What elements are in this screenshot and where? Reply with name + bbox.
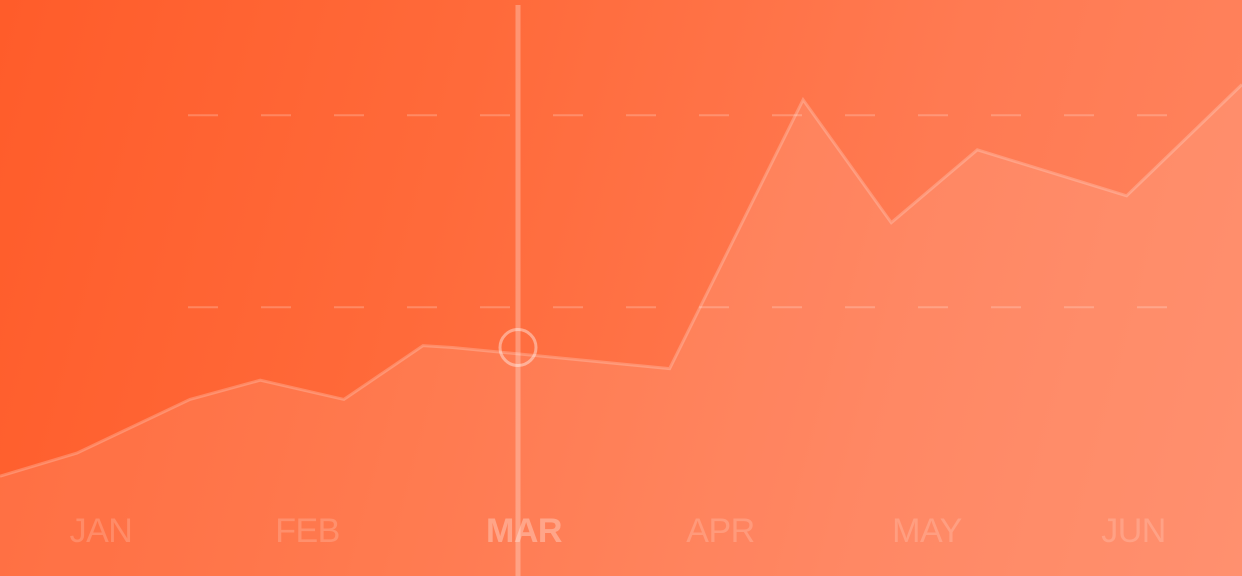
area-fill xyxy=(0,84,1242,576)
x-label-jan[interactable]: JAN xyxy=(70,512,133,550)
x-label-may[interactable]: MAY xyxy=(892,512,962,550)
series-line xyxy=(0,83,1242,478)
x-label-mar[interactable]: MAR xyxy=(486,512,562,550)
x-label-feb[interactable]: FEB xyxy=(275,512,340,550)
x-label-jun[interactable]: JUN xyxy=(1101,512,1166,550)
data-point-marker[interactable] xyxy=(498,328,538,368)
x-axis-labels: JAN FEB MAR APR MAY JUN xyxy=(70,512,1167,550)
x-label-apr[interactable]: APR xyxy=(686,512,755,550)
gridlines xyxy=(188,114,1168,309)
crosshair xyxy=(498,5,538,576)
area-series xyxy=(0,83,1242,576)
